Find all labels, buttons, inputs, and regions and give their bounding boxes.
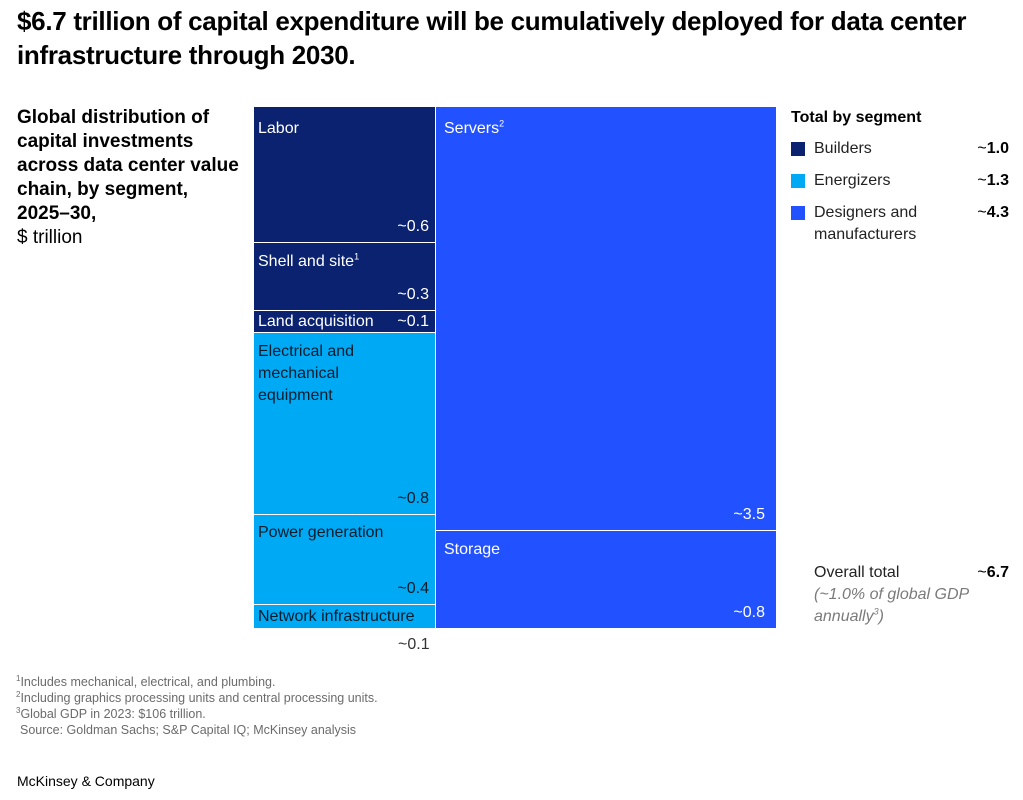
legend-swatch	[791, 206, 805, 220]
overall-total-value: ~6.7	[977, 564, 1009, 581]
cell-value: ~0.6	[397, 218, 429, 235]
legend-value: ~4.3	[977, 204, 1009, 221]
cell-label: Power generation	[258, 524, 384, 541]
legend-item-energizers: Energizers ~1.3	[791, 170, 1009, 202]
cell-label: Land acquisition	[258, 313, 374, 330]
cell-value: ~0.1	[397, 313, 429, 330]
footnote-2: 2Including graphics processing units and…	[16, 689, 378, 705]
cell-label: Labor	[258, 120, 299, 137]
brand-logo-text: McKinsey & Company	[17, 773, 155, 789]
legend-label: Designers and manufacturers	[814, 204, 918, 243]
cell-label: Servers2	[444, 118, 505, 137]
cell-network-infrastructure: Network infrastructure	[254, 605, 435, 628]
cell-electrical-mechanical: Electrical and mechanical equipment ~0.8	[254, 333, 435, 514]
network-infrastructure-value: ~0.1	[398, 636, 430, 653]
cell-label: Electrical and mechanical equipment	[258, 343, 355, 404]
unit-label: $ trillion	[17, 227, 83, 248]
legend-label: Builders	[814, 140, 872, 157]
legend-title: Total by segment	[791, 109, 922, 126]
legend: Total by segment Builders ~1.0 Energizer…	[791, 108, 1009, 250]
cell-shell-and-site: Shell and site1 ~0.3	[254, 243, 435, 310]
footnote-1: 1Includes mechanical, electrical, and pl…	[16, 673, 276, 689]
overall-total-label: Overall total	[814, 564, 900, 581]
legend-value: ~1.3	[977, 172, 1009, 189]
cell-value: ~0.8	[397, 490, 429, 507]
cell-value: ~0.4	[397, 580, 429, 597]
cell-power-generation: Power generation ~0.4	[254, 515, 435, 604]
legend-swatch	[791, 142, 805, 156]
legend-item-designers: Designers and manufacturers ~4.3	[791, 202, 1009, 250]
cell-label: Storage	[444, 541, 501, 558]
source-note: Source: Goldman Sachs; S&P Capital IQ; M…	[20, 723, 357, 737]
cell-servers: Servers2 ~3.5	[436, 107, 776, 530]
cell-label: Shell and site1	[258, 251, 360, 270]
chart-title: $6.7 trillion of capital expenditure wil…	[17, 6, 967, 70]
cell-label: Network infrastructure	[258, 608, 415, 625]
legend-label: Energizers	[814, 172, 891, 189]
footnotes: 1Includes mechanical, electrical, and pl…	[16, 674, 378, 738]
subtitle-text: Global distribution of capital investmen…	[17, 107, 239, 224]
overall-total-note: (~1.0% of global GDP annually3)	[814, 586, 969, 625]
overall-total: Overall total ~6.7 (~1.0% of global GDP …	[814, 562, 1009, 628]
legend-item-builders: Builders ~1.0	[791, 138, 1009, 170]
cell-value: ~3.5	[733, 506, 765, 523]
chart-subtitle: Global distribution of capital investmen…	[17, 106, 242, 250]
cell-land-acquisition: Land acquisition ~0.1	[254, 311, 435, 332]
legend-value: ~1.0	[977, 140, 1009, 157]
legend-swatch	[791, 174, 805, 188]
cell-value: ~0.3	[397, 286, 429, 303]
cell-labor: Labor ~0.6	[254, 107, 435, 242]
footnote-3: 3Global GDP in 2023: $106 trillion.	[16, 705, 206, 721]
cell-storage: Storage ~0.8	[436, 531, 776, 628]
cell-value: ~0.8	[733, 604, 765, 621]
